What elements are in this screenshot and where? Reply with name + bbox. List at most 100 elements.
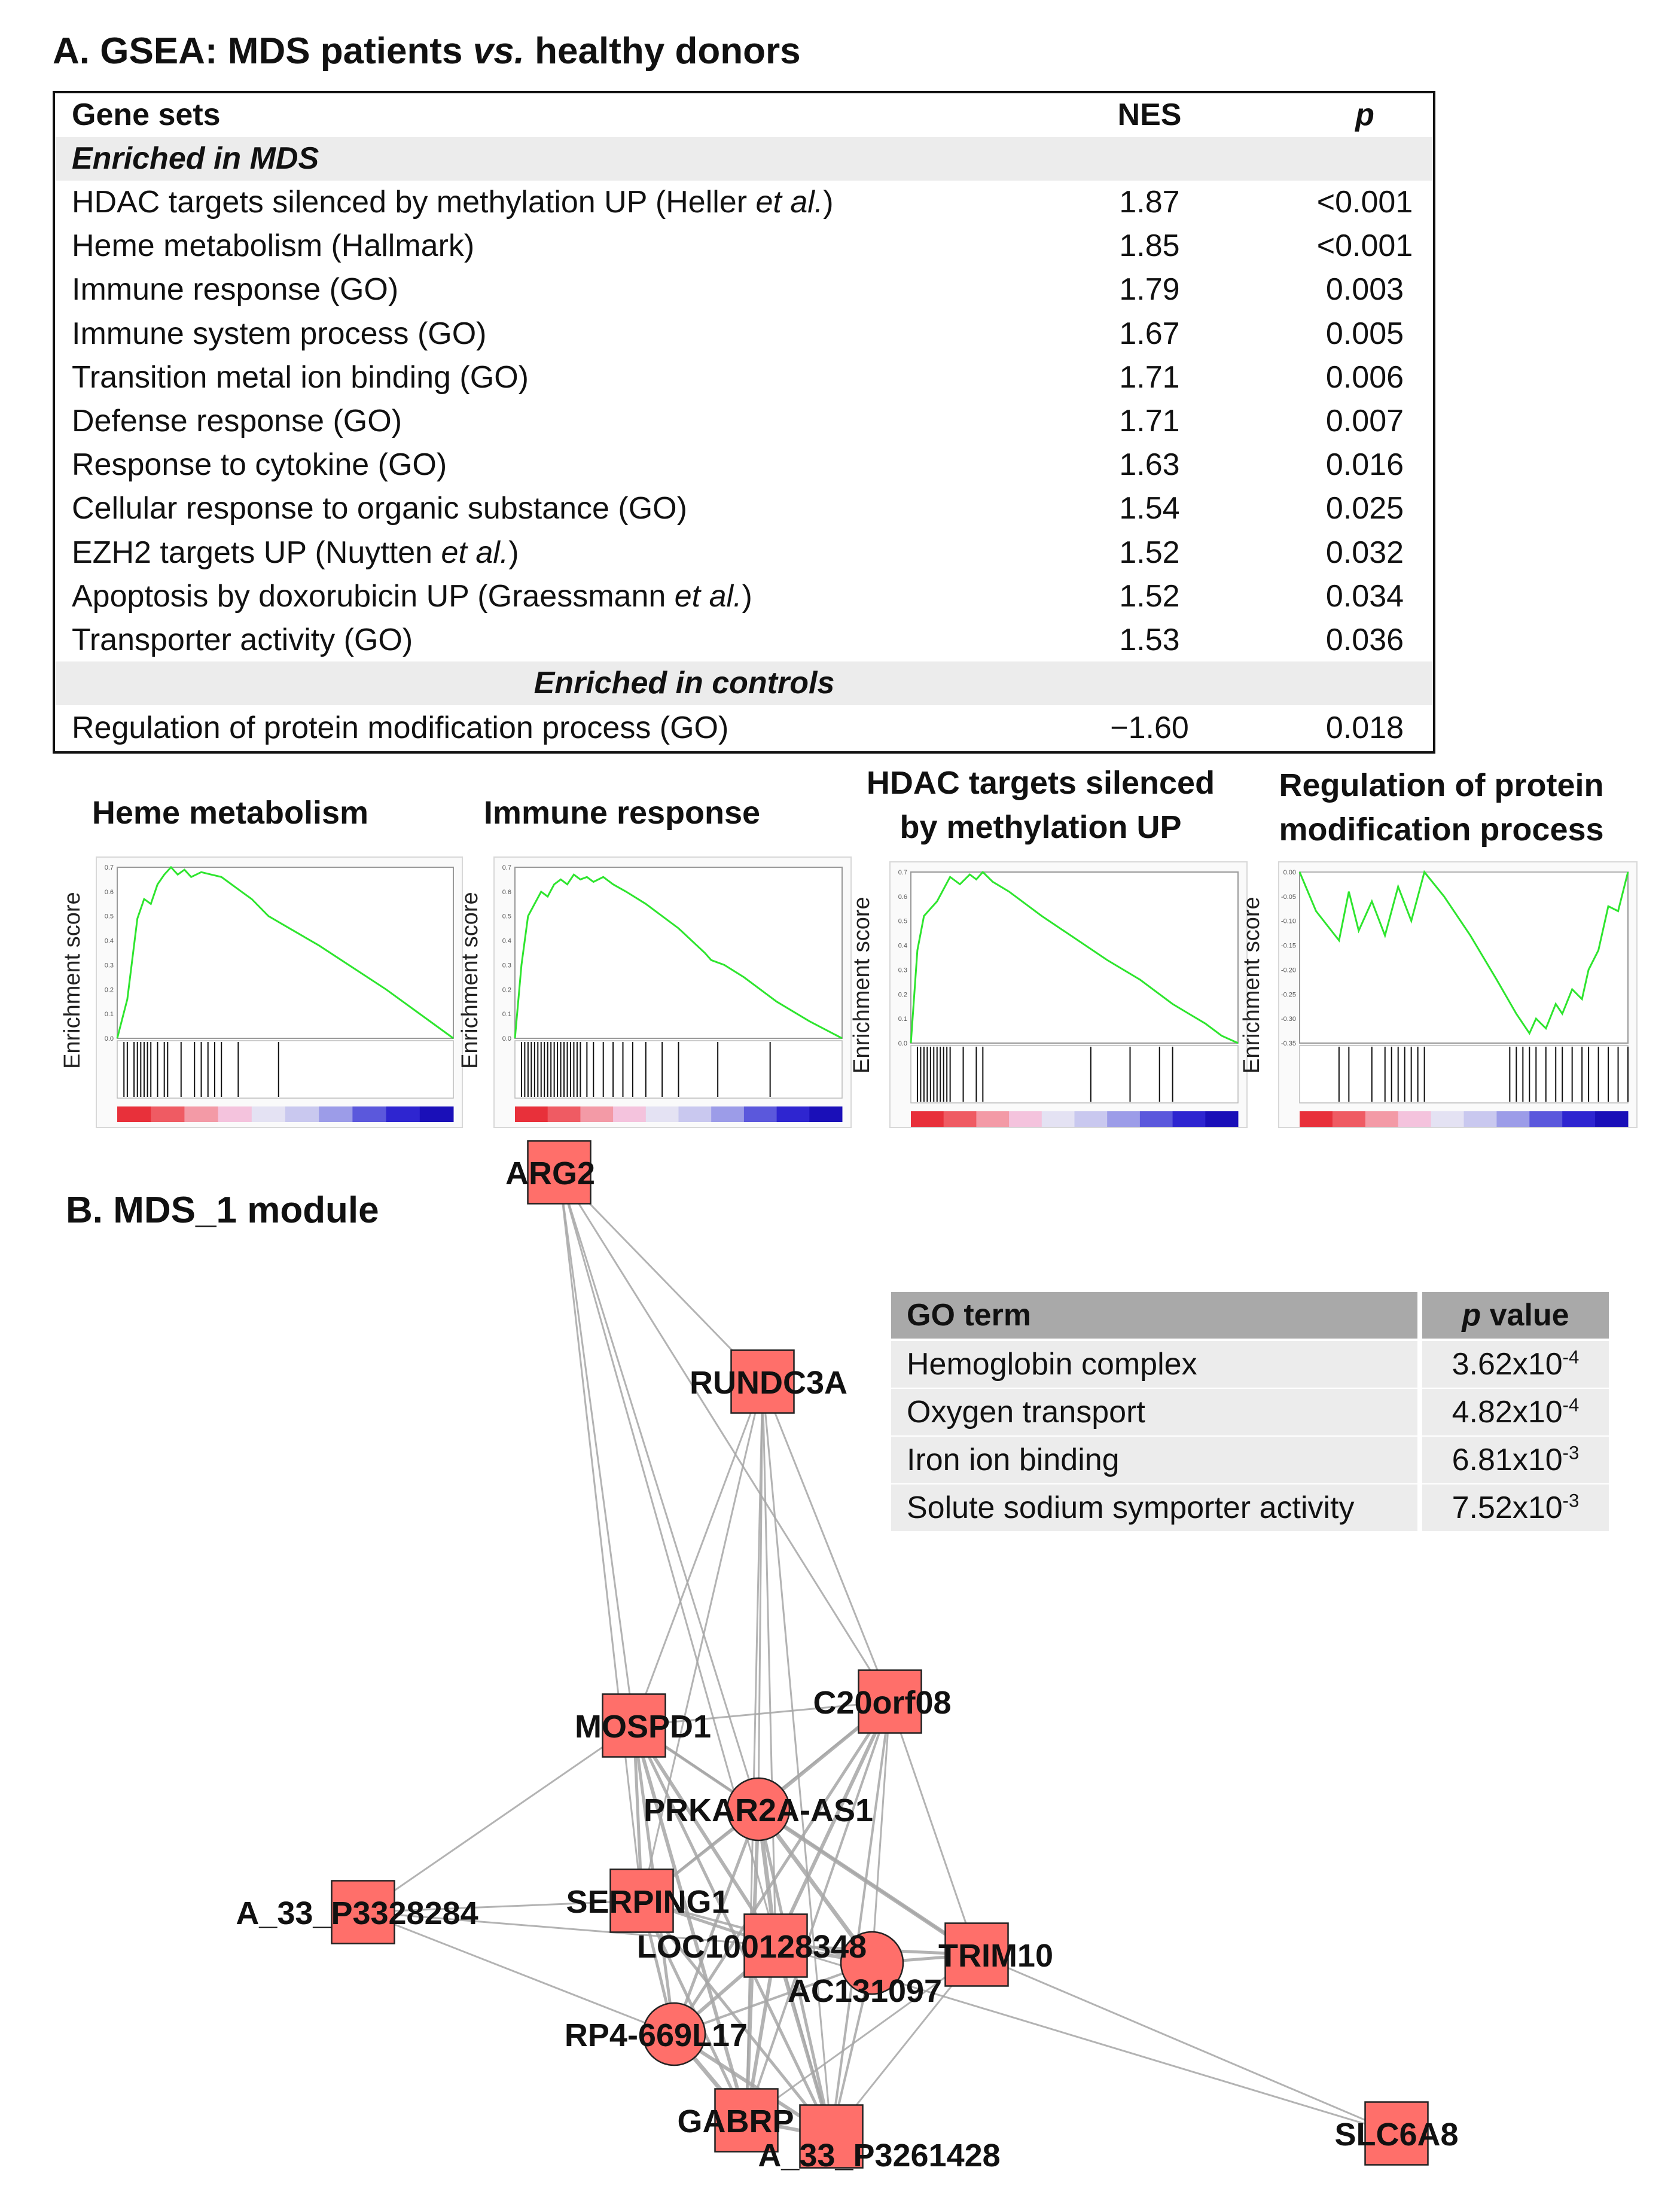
network-edge [672,1700,892,2035]
network-edge [558,1171,764,1383]
go-p-value: 3.62x10-4 [1422,1341,1609,1388]
rank-color-segment [515,1106,548,1122]
rank-color-segment [1041,1111,1075,1127]
gene-set-name: Apoptosis by doxorubicin UP (Graessmann … [72,578,752,614]
gene-set-name: Heme metabolism (Hallmark) [72,228,475,264]
gsea-plot-panel: 0.0 0.1 0.2 0.3 0.4 0.5 0.6 0.7 [96,856,463,1128]
network-edge [362,1724,635,1913]
y-tick-label: 0.3 [502,962,511,969]
table-row: Apoptosis by doxorubicin UP (Graessmann … [55,575,1433,618]
go-table-row: Iron ion binding 6.81x10-3 [891,1437,1609,1483]
gsea-plot-panel: 0.0 0.1 0.2 0.3 0.4 0.5 0.6 0.7 [493,856,852,1128]
gsea-plot-panel: 0.00 -0.05 -0.10 -0.15 -0.20 -0.25 -0.30 -0.35 [1278,861,1638,1128]
group-mds-label: Enriched in MDS [72,141,319,176]
y-tick-label: -0.35 [1281,1040,1296,1047]
go-header-p: p value [1422,1292,1609,1339]
nes-value: 1.85 [1119,228,1180,264]
panel-title-2: Immune response [483,795,761,831]
network-edge [761,1381,833,2137]
panel-title-3: HDAC targets silenced by methylation UP [866,765,1215,845]
rank-color-segment [1595,1111,1629,1127]
rank-color-segment [976,1111,1010,1127]
rank-color-segment [1365,1111,1399,1127]
y-tick-label: 0.0 [105,1035,114,1042]
network-edge [633,1381,764,1726]
rank-color-segment [645,1106,679,1122]
network-node-square [609,1868,674,1933]
network-node-label: C20orf08 [813,1685,951,1721]
gsea-plot-panel: 0.0 0.1 0.2 0.3 0.4 0.5 0.6 0.7 [889,861,1248,1128]
table-header-row: Gene sets NES p [55,93,1433,139]
gene-set-name: Immune system process (GO) [72,316,487,351]
y-tick-label: -0.30 [1281,1016,1296,1023]
y-tick-label: 0.00 [1283,869,1296,876]
go-table-row: Oxygen transport 4.82x10-4 [891,1389,1609,1435]
network-edge [632,1724,778,1947]
nes-value: 1.71 [1119,404,1180,438]
rank-color-segment [1074,1111,1108,1127]
hits-area [117,1040,454,1099]
y-tick-label: 0.4 [502,938,511,945]
go-p-value: 6.81x10-3 [1422,1437,1609,1483]
y-tick-label: 0.6 [105,889,114,896]
section-b-title: B. MDS_1 module [66,1190,379,1231]
control-row-name: Regulation of protein modification proce… [72,711,729,745]
network-edge [362,1911,675,2035]
network-graph: ARG2 RUNDC3A MOSPD1 C20orf08 PRKAR2A-AS1 A_33… [236,1140,1459,2173]
rank-color-segment [352,1106,387,1122]
rank-color-segment [1529,1111,1563,1127]
y-axis-label: Enrichment score [849,897,874,1074]
rank-color-segment [1398,1111,1432,1127]
rank-color-segment [1205,1111,1239,1127]
go-header-p-suffix: value [1481,1298,1569,1333]
go-header-row: GO term p value [891,1292,1609,1339]
rank-color-segment [151,1106,185,1122]
p-value: 0.006 [1325,359,1404,395]
plot-frame [1299,871,1629,1044]
section-a-title: A. GSEA: MDS patients vs. healthy donors [53,31,801,72]
p-value: 0.034 [1325,578,1404,614]
nes-value: 1.67 [1119,316,1180,351]
rank-color-segment [1300,1111,1333,1127]
network-node-label: SERPING1 [566,1884,729,1920]
y-tick-label: 0.2 [502,986,511,993]
network-edge [871,1701,891,1964]
p-value: 0.007 [1325,404,1404,438]
p-value: 0.032 [1325,535,1404,570]
gene-set-name: Defense response (GO) [72,404,403,438]
network-node-label: MOSPD1 [575,1709,711,1745]
go-term: Oxygen transport [891,1389,1417,1435]
rank-color-segment [613,1106,647,1122]
go-term: Hemoglobin complex [891,1341,1417,1388]
nes-value: 1.63 [1119,447,1180,483]
network-node-label: SLC6A8 [1334,2117,1458,2153]
gene-set-name: Transition metal ion binding (GO) [72,359,529,395]
network-node-square [730,1349,795,1414]
network-node-square [799,2104,864,2169]
gene-set-name: Response to cytokine (GO) [72,447,447,483]
network-node-label: AC131097 [788,1973,942,2009]
p-value: 0.036 [1325,623,1404,657]
network-edge [830,1701,891,2137]
y-tick-label: 0.1 [105,1011,114,1018]
network-edge [761,1381,891,1702]
rank-color-segment [547,1106,581,1122]
y-axis-label: Enrichment score [60,892,85,1069]
network-edge [641,1900,833,2138]
gene-set-name: Cellular response to organic substance (… [72,491,687,526]
table-row: Defense response (GO) 1.71 0.007 [55,400,1433,443]
table-row: Cellular response to organic substance (… [55,487,1433,531]
network-node-square [944,1922,1009,1987]
y-tick-label: 0.0 [898,1040,907,1047]
control-row-p: 0.018 [1325,711,1404,745]
plot-frame [514,867,843,1039]
y-tick-label: -0.25 [1281,991,1296,998]
y-axis-label: Enrichment score [1239,897,1264,1074]
y-tick-label: 0.1 [898,1016,907,1023]
rank-color-segment [776,1106,810,1122]
network-node-label: A_33_P3328284 [236,1895,478,1931]
network-node-square [1364,2101,1429,2166]
y-tick-label: 0.4 [898,943,907,950]
y-tick-label: 0.6 [898,894,907,901]
control-row-nes: −1.60 [1110,711,1189,745]
